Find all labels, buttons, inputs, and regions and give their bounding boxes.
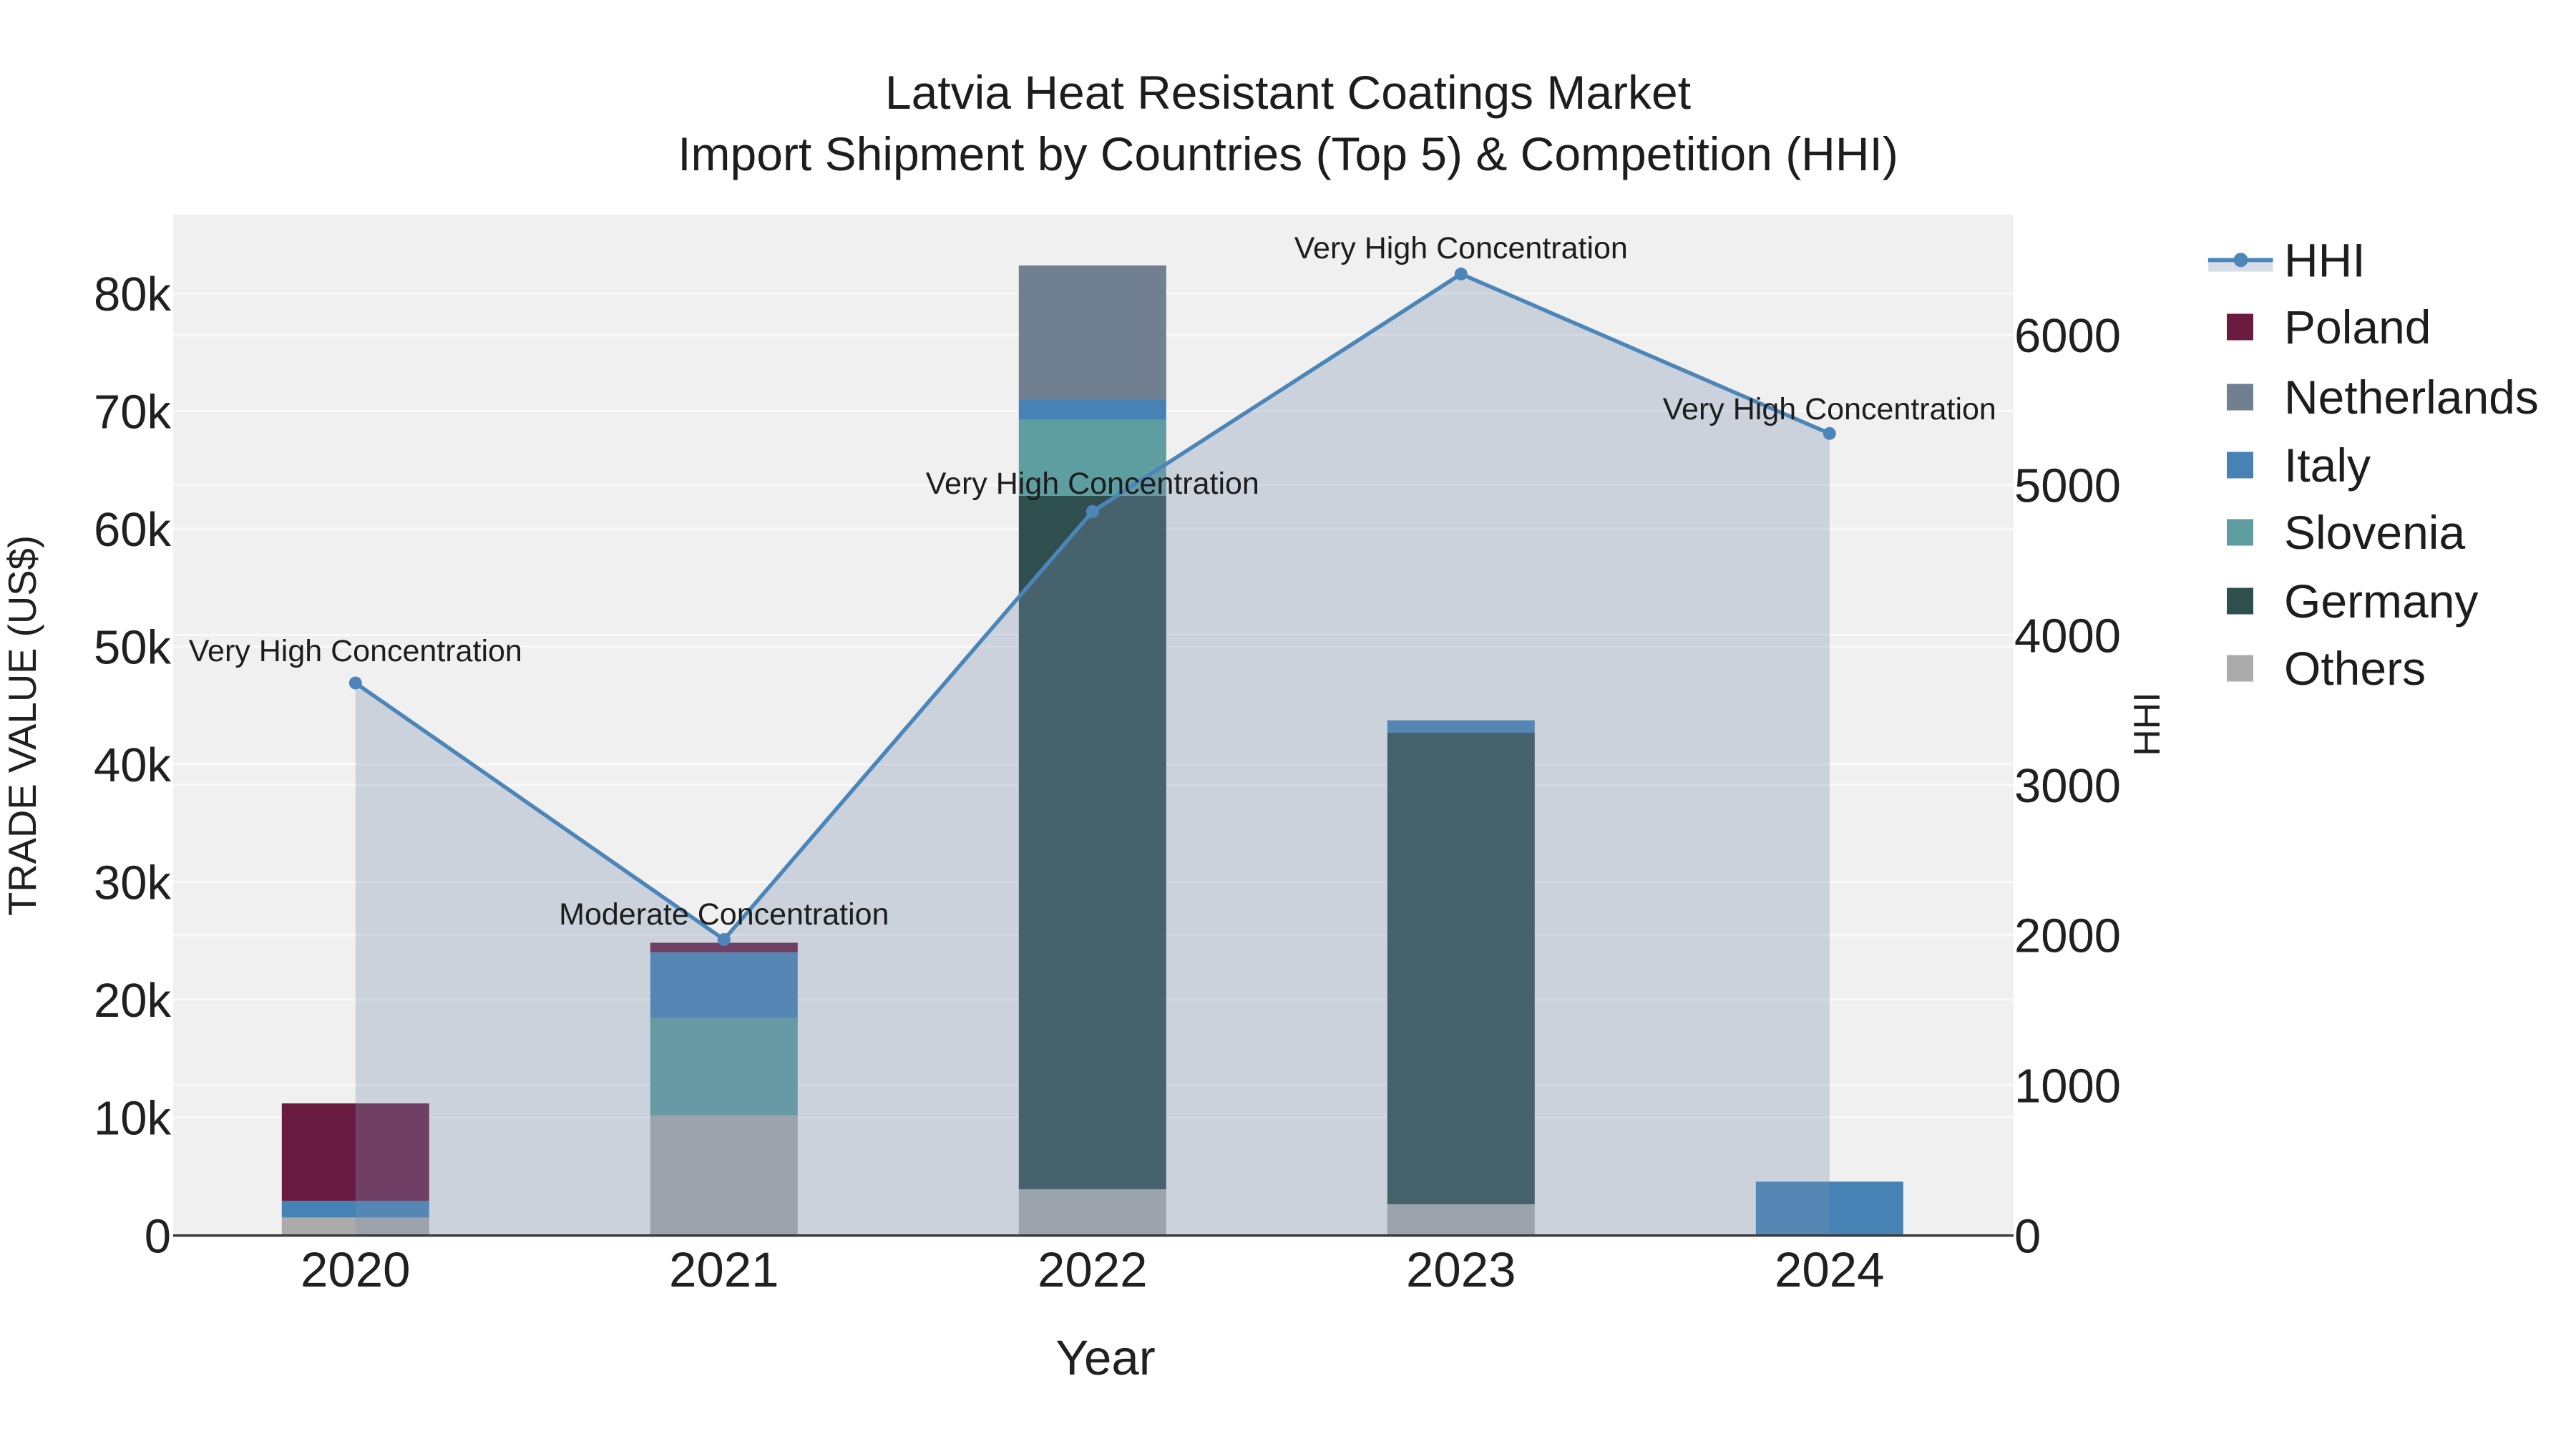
svg-text:Others: Others [2284, 642, 2426, 695]
svg-text:6000: 6000 [2014, 309, 2121, 363]
svg-text:Very High Concentration: Very High Concentration [926, 467, 1259, 501]
svg-text:2022: 2022 [1038, 1242, 1148, 1297]
svg-text:60k: 60k [94, 503, 172, 557]
svg-text:4000: 4000 [2014, 609, 2121, 663]
svg-text:Year: Year [1055, 1330, 1155, 1385]
svg-text:2024: 2024 [1775, 1242, 1885, 1297]
svg-text:0: 0 [2014, 1210, 2041, 1264]
svg-text:HHI: HHI [2127, 692, 2168, 756]
svg-text:5000: 5000 [2014, 459, 2121, 513]
svg-text:0: 0 [145, 1210, 171, 1264]
svg-text:10k: 10k [94, 1092, 172, 1146]
svg-text:TRADE VALUE (US$): TRADE VALUE (US$) [1, 535, 44, 916]
svg-text:Poland: Poland [2284, 301, 2431, 353]
svg-text:2021: 2021 [669, 1242, 779, 1297]
svg-text:70k: 70k [94, 386, 172, 439]
svg-text:Italy: Italy [2284, 439, 2371, 492]
svg-text:3000: 3000 [2014, 759, 2121, 813]
svg-text:Slovenia: Slovenia [2284, 506, 2465, 559]
svg-text:1000: 1000 [2014, 1059, 2121, 1113]
svg-text:Latvia Heat Resistant Coatings: Latvia Heat Resistant Coatings Market [885, 66, 1691, 119]
svg-text:Very High Concentration: Very High Concentration [1294, 231, 1628, 265]
svg-text:2023: 2023 [1406, 1242, 1516, 1297]
svg-text:2020: 2020 [301, 1242, 411, 1297]
svg-text:HHI: HHI [2284, 234, 2366, 287]
svg-text:Import Shipment by Countries (: Import Shipment by Countries (Top 5) & C… [678, 127, 1898, 180]
svg-text:20k: 20k [94, 974, 172, 1028]
svg-text:50k: 50k [94, 621, 172, 675]
svg-text:Moderate Concentration: Moderate Concentration [559, 897, 889, 932]
svg-text:Germany: Germany [2284, 575, 2478, 628]
svg-text:2000: 2000 [2014, 909, 2121, 963]
svg-text:40k: 40k [94, 738, 172, 792]
svg-text:Netherlands: Netherlands [2284, 371, 2539, 424]
svg-text:Very High Concentration: Very High Concentration [1663, 392, 1996, 426]
svg-text:30k: 30k [94, 857, 172, 910]
svg-text:Very High Concentration: Very High Concentration [189, 634, 522, 668]
svg-text:80k: 80k [94, 268, 172, 321]
